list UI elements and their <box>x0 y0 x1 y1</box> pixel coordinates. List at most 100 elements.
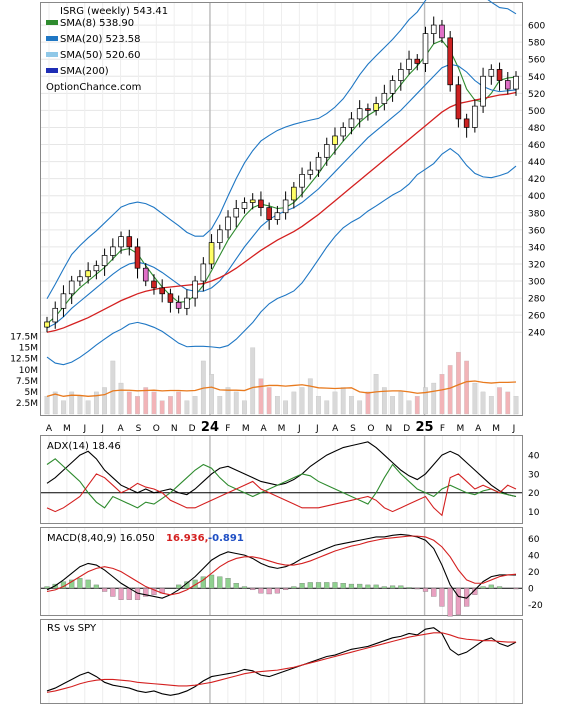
macd-histogram-bar <box>513 588 519 590</box>
macd-histogram-bar <box>176 584 182 589</box>
volume-bar <box>93 391 99 415</box>
volume-bar <box>349 396 354 415</box>
volume-bar <box>126 391 132 415</box>
volume-bar <box>431 382 437 415</box>
adx-line <box>46 458 517 509</box>
indicator-tick-label: 20 <box>528 489 540 499</box>
macd-histogram-bar <box>110 588 116 597</box>
volume-bar <box>365 391 371 415</box>
candle-body <box>422 33 429 64</box>
month-label: 25 <box>416 420 434 435</box>
macd-histogram-bar <box>365 584 371 589</box>
candles-layer <box>44 16 519 333</box>
candle-body <box>323 144 330 158</box>
volume-bar <box>110 360 116 415</box>
volume-bar <box>390 396 395 415</box>
rs-line <box>46 627 517 696</box>
price-tick-label: 380 <box>528 209 545 219</box>
price-tick-label: 280 <box>528 295 545 305</box>
price-tick-label: 440 <box>528 158 545 168</box>
indicator-tick-label: -20 <box>528 601 543 611</box>
indicator-tick-label: 10 <box>528 508 540 518</box>
candle-body <box>217 229 223 243</box>
month-label: N <box>171 424 178 434</box>
price-tick-label: 360 <box>528 226 545 236</box>
candle-body <box>151 280 157 289</box>
volume-bar <box>488 396 494 415</box>
macd-histogram-bar <box>324 582 330 589</box>
volume-bar <box>258 378 264 415</box>
volume-bar <box>513 396 519 415</box>
macd-histogram-bar <box>381 586 387 589</box>
macd-histogram-bar <box>225 578 231 589</box>
legend-sma20: SMA(20) 523.58 <box>60 34 141 45</box>
candle-body <box>513 75 519 90</box>
month-label: A <box>46 424 53 434</box>
macd-histogram-bar <box>357 583 363 589</box>
indicator-tick-label: 0 <box>528 585 534 595</box>
price-tick-label: 320 <box>528 260 545 270</box>
candle-body <box>398 69 404 81</box>
candle-body <box>167 293 174 303</box>
macd-histogram-bar <box>274 588 280 594</box>
volume-bar <box>242 400 247 415</box>
price-tick-label: 600 <box>528 22 545 32</box>
macd-histogram-bar <box>373 584 379 589</box>
macd-histogram-bar <box>496 586 503 589</box>
candle-body <box>340 127 346 137</box>
tick-label-layer: 2402602803003203403603804004204404604805… <box>10 22 545 612</box>
macd-histogram-bar <box>348 583 355 589</box>
price-tick-label: 560 <box>528 56 545 66</box>
legend: ISRG (weekly) 543.41 SMA(8) 538.90 SMA(2… <box>46 6 168 93</box>
candle-body <box>101 255 108 267</box>
adx-line <box>46 441 517 498</box>
macd-signal-value: 16.936, <box>166 533 208 544</box>
price-tick-label: 400 <box>528 192 545 202</box>
volume-bar <box>184 400 190 415</box>
volume-bar <box>118 382 124 415</box>
month-label: J <box>82 424 86 434</box>
volume-bar <box>233 391 239 415</box>
volume-bar <box>159 400 165 415</box>
volume-tick-label: 7.5M <box>16 377 38 387</box>
candle-body <box>126 236 133 248</box>
volume-bar <box>44 396 50 415</box>
candle-body <box>307 169 314 175</box>
month-label: O <box>367 424 374 434</box>
volume-bar <box>332 391 338 415</box>
volume-bar <box>225 387 231 415</box>
volume-bar <box>472 382 478 415</box>
source-label: OptionChance.com <box>46 82 141 93</box>
volume-tick-label: 5M <box>25 388 39 398</box>
candle-body <box>184 297 190 309</box>
month-label: M <box>278 424 286 434</box>
month-label: M <box>242 424 250 434</box>
macd-histogram-bar <box>217 576 223 589</box>
volume-bar <box>168 396 173 415</box>
macd-histogram-bar <box>315 582 322 589</box>
macd-histogram-bar <box>439 588 445 607</box>
price-tick-label: 300 <box>528 278 545 288</box>
candle-body <box>447 37 453 86</box>
price-tick-label: 240 <box>528 329 545 339</box>
legend-swatch-sma200 <box>46 68 58 73</box>
macd-histogram-bar <box>398 585 404 589</box>
candle-body <box>365 108 371 111</box>
candle-body <box>200 263 207 282</box>
volume-bar <box>176 391 182 415</box>
candle-body <box>68 280 75 295</box>
candle-body <box>504 80 511 90</box>
macd-line <box>46 533 516 599</box>
month-label: A <box>261 424 268 434</box>
lower-band-line <box>46 147 517 366</box>
candle-body <box>291 186 297 201</box>
volume-tick-label: 10M <box>19 366 38 376</box>
volume-bar <box>307 378 313 415</box>
volume-bar <box>456 351 461 415</box>
month-label: M <box>456 424 464 434</box>
indicator-tick-label: 40 <box>528 452 540 462</box>
candle-body <box>52 307 59 323</box>
month-label: A <box>332 424 339 434</box>
volume-bar <box>447 365 453 415</box>
adx-line <box>46 473 517 517</box>
